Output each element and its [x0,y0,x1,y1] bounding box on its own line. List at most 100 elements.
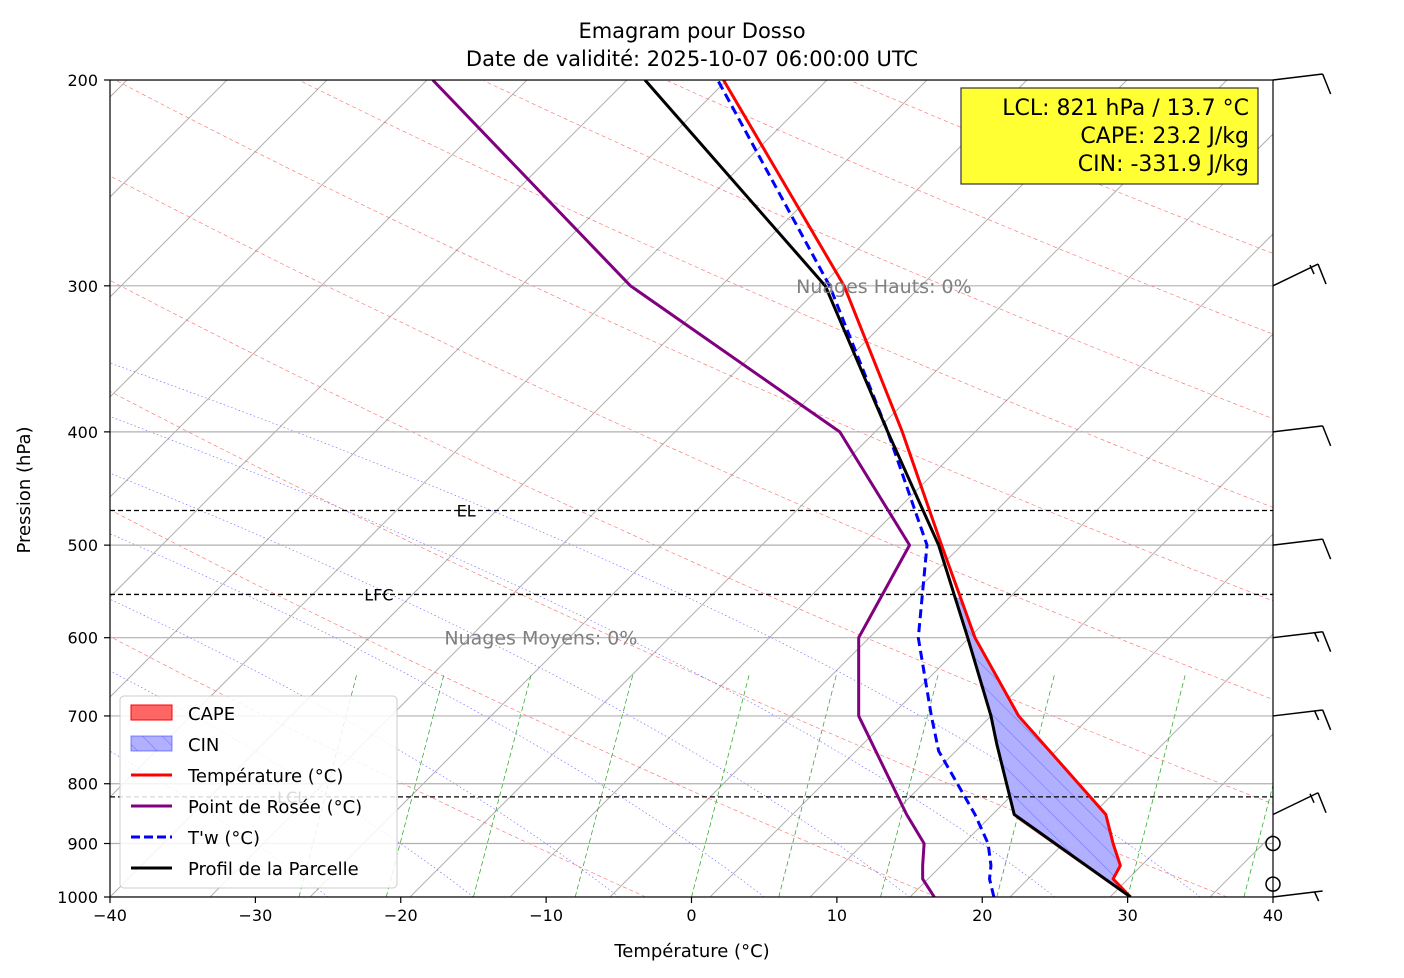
cloud-annotation-1: Nuages Moyens: 0% [444,628,637,650]
x-tick-label: −20 [384,906,418,925]
legend-swatch-cin-hatch [131,736,172,751]
x-axis-ticks: −40 −30 −20 −10 0 10 20 30 40 [93,897,1283,925]
mixing-ratio-line [574,673,634,897]
y-tick-label: 300 [67,277,98,296]
info-box: LCL: 821 hPa / 13.7 °C CAPE: 23.2 J/kg C… [960,87,1259,185]
wind-barb-flag [1317,263,1327,285]
x-tick-label: 20 [972,906,992,925]
series-line-2 [716,80,996,897]
x-tick-label: 0 [686,906,696,925]
legend-swatch-cape [130,704,173,721]
y-tick-label: 700 [67,707,98,726]
wind-barb-half-flag [1313,632,1320,643]
wind-barb-half-flag [1309,264,1315,275]
x-tick-label: −40 [93,906,127,925]
wind-barb-flag [1317,792,1327,814]
wind-barb-half-flag [1313,891,1320,902]
background-diagonal-line [909,533,1273,897]
background-diagonal-line [110,80,628,598]
mixing-ratio-line [1375,674,1404,897]
dry-adiabat-line [667,80,1273,335]
legend: CAPE CIN Température (°C) Point de Rosée… [119,695,398,889]
chart-subtitle: Date de validité: 2025-10-07 06:00:00 UT… [466,47,918,71]
level-label-lfc: LFC [364,585,393,604]
wind-barb-calm [1265,835,1281,852]
x-tick-label: −30 [238,906,272,925]
background-diagonal-line [409,80,1228,897]
series-line-0 [722,80,1132,897]
mixing-ratio-line [691,673,750,897]
mixing-ratio-line [880,673,939,897]
background-diagonal-line [309,80,1128,897]
background-diagonal-line [1009,633,1273,897]
legend-label-dewpoint: Point de Rosée (°C) [188,797,362,818]
x-tick-label: 40 [1263,906,1283,925]
dry-adiabat-line [851,80,1273,254]
info-line-lcl: LCL: 821 hPa / 13.7 °C [1002,96,1249,121]
y-axis-ticks: 1000 900 800 700 600 500 400 300 200 [57,71,110,907]
y-tick-label: 200 [67,71,98,90]
mixing-ratio-line [778,673,838,897]
x-tick-label: 10 [827,906,847,925]
background-diagonal-line [709,333,1273,897]
background-diagonal-line [1310,0,1404,897]
y-tick-label: 800 [67,775,98,794]
wind-barb-staff [1272,630,1323,639]
cin-area-hatch [955,598,1131,897]
dry-adiabat-line [116,80,1273,602]
wind-barb-flag [1321,425,1332,447]
legend-label-cape: CAPE [188,704,235,725]
wind-barb-flag [1321,631,1332,652]
legend-label-temperature: Température (°C) [187,766,343,787]
cloud-annotation-0: Nuages Hauts: 0% [796,276,972,298]
dry-adiabat-line [484,80,1273,420]
cloud-annotations: Nuages Hauts: 0% Nuages Moyens: 0% [444,276,971,650]
series-lines [431,80,1132,897]
dry-adiabat-line [110,280,1273,805]
y-tick-label: 900 [67,835,98,854]
background-reference-lines [110,0,1404,897]
x-axis-label: Température (°C) [613,941,769,962]
x-tick-label: 30 [1117,906,1137,925]
legend-label-parcel: Profil de la Parcelle [188,859,359,880]
background-diagonal-line [809,433,1273,897]
dry-adiabat-line [110,509,937,897]
y-tick-label: 400 [67,423,98,442]
background-diagonal-line [609,233,1273,897]
cape-cin-fills [954,597,1131,897]
mixing-ratio-line [385,673,445,897]
legend-label-wetbulb: T'w (°C) [187,828,260,849]
background-diagonal-line [110,80,528,498]
y-axis-label: Pression (hPa) [14,426,35,553]
y-tick-label: 500 [67,536,98,555]
legend-label-cin: CIN [188,735,219,756]
x-tick-label: −10 [529,906,563,925]
wind-barb-half-flag [1309,793,1315,804]
wind-barb-half-flag [1313,710,1320,721]
mixing-ratio-line [473,673,532,897]
wind-barb-calm [1265,876,1281,892]
wind-barb-staff [1272,709,1323,717]
dry-adiabat-line [110,175,1273,700]
info-line-cin: CIN: -331.9 J/kg [1078,152,1249,177]
wind-barb-flag [1321,709,1332,731]
dry-adiabat-line [300,80,1273,508]
wind-barb-flag [1321,73,1332,95]
wind-barb-staff [1272,73,1323,81]
series-line-3 [643,80,1132,897]
wind-barb-staff [1272,538,1323,546]
wind-barb-staff [1272,890,1323,898]
background-diagonal-line [110,80,728,698]
wind-barb-staff [1272,425,1323,433]
legend-box [119,695,398,889]
info-box-background [960,87,1259,185]
level-label-el: EL [457,501,476,520]
series-line-1 [431,80,936,897]
background-diagonal-line [509,133,1273,897]
chart-title: Emagram pour Dosso [578,19,805,43]
info-line-cape: CAPE: 23.2 J/kg [1080,124,1249,149]
y-tick-label: 1000 [57,888,98,907]
wind-barbs [1265,73,1332,902]
mixing-ratio-line [1127,673,1186,897]
